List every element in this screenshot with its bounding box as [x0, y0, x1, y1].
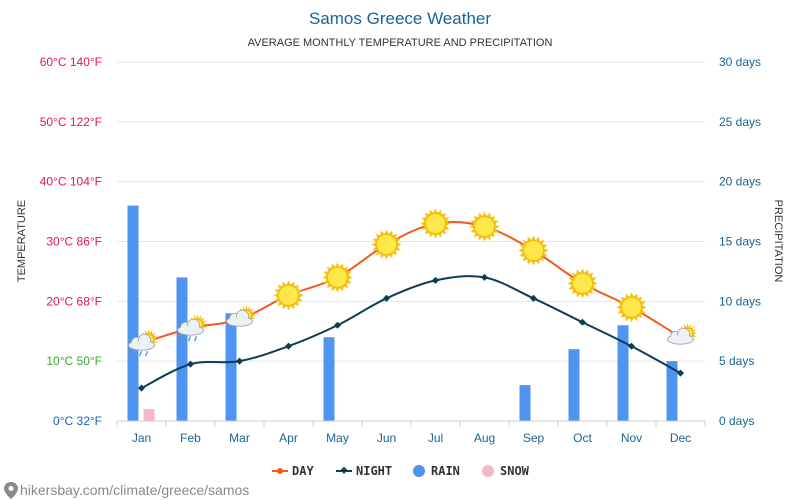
- night-point: [676, 369, 685, 377]
- night-point: [529, 294, 538, 302]
- night-point: [333, 321, 342, 329]
- sun-cloud-icon: [667, 323, 698, 345]
- legend-label-night: NIGHT: [356, 464, 392, 478]
- chart-subtitle: AVERAGE MONTHLY TEMPERATURE AND PRECIPIT…: [248, 37, 553, 49]
- snow-bar: [143, 409, 155, 421]
- source-text: hikersbay.com/climate/greece/samos: [20, 482, 249, 498]
- sun-icon: [567, 268, 598, 299]
- sun-icon: [273, 280, 304, 311]
- right-tick-label: 25 days: [719, 115, 761, 129]
- night-line: [141, 275, 681, 389]
- night-point: [578, 318, 587, 326]
- left-tick-label: 40°C 104°F: [40, 175, 102, 189]
- rain-bar: [127, 205, 139, 421]
- month-label: Oct: [573, 431, 592, 445]
- left-tick-label: 0°C 32°F: [53, 414, 102, 428]
- month-label: Mar: [229, 431, 250, 445]
- right-axis-label: PRECIPITATION: [772, 200, 784, 283]
- right-tick-label: 5 days: [719, 354, 754, 368]
- month-label: Jul: [428, 431, 443, 445]
- sun-cloud-rain-icon: [128, 329, 159, 357]
- sun-icon: [616, 292, 647, 323]
- month-label: Jun: [377, 431, 396, 445]
- sun-icon: [322, 262, 353, 293]
- left-tick-label: 10°C 50°F: [46, 354, 102, 368]
- left-axis-label: TEMPERATURE: [16, 200, 28, 282]
- sun-icon: [469, 211, 500, 242]
- left-tick-label: 20°C 68°F: [46, 294, 102, 308]
- night-point: [284, 342, 293, 350]
- grid-layer: [117, 61, 705, 362]
- rain-bar: [666, 361, 678, 421]
- month-label: Jan: [132, 431, 151, 445]
- night-point: [382, 294, 391, 302]
- rain-bar: [225, 313, 237, 421]
- month-label: Apr: [279, 431, 298, 445]
- source-link[interactable]: hikersbay.com/climate/greece/samos: [4, 482, 249, 499]
- night-point: [627, 342, 636, 350]
- night-point: [235, 357, 244, 365]
- icon-layer: [128, 208, 698, 357]
- sun-icon: [371, 229, 402, 260]
- right-tick-label: 0 days: [719, 414, 754, 428]
- rain-bar: [617, 325, 629, 421]
- bar-layer: [127, 205, 678, 421]
- rain-bar: [176, 277, 188, 421]
- line-layer: [137, 220, 685, 392]
- legend-item-rain[interactable]: RAIN: [413, 464, 460, 478]
- sun-cloud-icon: [226, 305, 257, 327]
- right-tick-label: 15 days: [719, 235, 761, 249]
- night-point: [137, 384, 146, 392]
- sun-icon: [518, 235, 549, 266]
- legend-item-day[interactable]: DAY: [272, 464, 314, 478]
- month-label: May: [326, 431, 349, 445]
- night-point: [480, 273, 489, 281]
- month-label: Nov: [621, 431, 642, 445]
- month-label: Aug: [474, 431, 495, 445]
- right-tick-label: 20 days: [719, 175, 761, 189]
- night-point: [186, 360, 195, 368]
- rain-bar: [519, 385, 531, 421]
- legend-item-night[interactable]: NIGHT: [336, 464, 392, 478]
- legend-label-day: DAY: [292, 464, 314, 478]
- legend: DAY NIGHT RAIN SNOW: [272, 464, 530, 478]
- month-label: Dec: [670, 431, 691, 445]
- axis-layer: 0°C 32°F 10°C 50°F 20°C 68°F 30°C 86°F 40°C …: [40, 55, 761, 445]
- right-tick-label: 10 days: [719, 294, 761, 308]
- chart-title: Samos Greece Weather: [309, 9, 491, 28]
- month-label: Sep: [523, 431, 545, 445]
- legend-label-snow: SNOW: [500, 464, 530, 478]
- sun-icon: [420, 208, 451, 239]
- left-tick-label: 60°C 140°F: [40, 55, 102, 69]
- left-tick-label: 50°C 122°F: [40, 115, 102, 129]
- legend-item-snow[interactable]: SNOW: [482, 464, 530, 478]
- rain-bar: [568, 349, 580, 421]
- left-tick-label: 30°C 86°F: [46, 235, 102, 249]
- month-label: Feb: [180, 431, 201, 445]
- rain-bar: [323, 337, 335, 421]
- right-tick-label: 30 days: [719, 55, 761, 69]
- day-line: [141, 220, 682, 345]
- sun-cloud-rain-icon: [177, 314, 208, 342]
- legend-label-rain: RAIN: [431, 464, 460, 478]
- location-pin-icon: [4, 482, 18, 499]
- night-point: [431, 276, 440, 284]
